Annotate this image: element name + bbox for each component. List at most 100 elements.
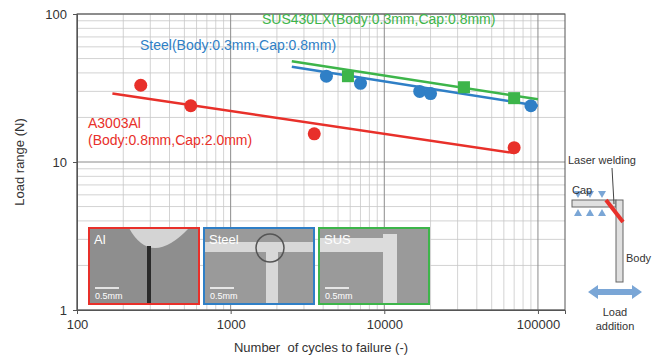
grid-line-minor [77, 168, 565, 169]
leader-line [612, 168, 614, 204]
x-axis-title: Number of cycles to failure (-) [234, 340, 408, 355]
grid-line-minor [77, 58, 565, 59]
grid-line-minor [77, 117, 565, 118]
tick: 100 [67, 310, 89, 332]
tick: 10000 [367, 310, 403, 332]
axis-line [73, 15, 78, 311]
point [413, 85, 426, 98]
tick-mark [231, 310, 232, 314]
inset-shape [147, 246, 151, 304]
diagram-label: Laser welding [568, 154, 636, 166]
grid-line-minor [77, 176, 565, 177]
grid [77, 14, 565, 310]
y-axis: 1 10 100 [45, 7, 77, 318]
point [308, 127, 321, 140]
scale-bar-label: 0.5mm [210, 291, 238, 301]
series-label: Steel(Body:0.3mm,Cap:0.8mm) [140, 37, 336, 53]
tick-mark [73, 14, 77, 15]
tick-label: 100 [45, 7, 67, 22]
scale-bar [95, 287, 119, 289]
tick-mark [538, 310, 539, 314]
grid-line-minor [77, 220, 565, 221]
grid-line-minor [77, 206, 565, 207]
scale-bar [210, 287, 234, 289]
tick-label: 100000 [517, 317, 560, 332]
inset-shape [129, 228, 189, 248]
tick-label: 1 [60, 303, 67, 318]
grid-line-minor [77, 194, 565, 195]
point [508, 141, 521, 154]
support [598, 209, 606, 216]
diagram-label-line: addition [596, 320, 635, 332]
specimen-diagram: Laser welding Cap Body Load addition [568, 154, 652, 332]
grid-line [77, 162, 565, 163]
inset-label: Al [94, 232, 106, 247]
x-axis: 100 1000 10000 100000 [67, 310, 566, 332]
tick: 100 [45, 7, 77, 22]
insets: Al0.5mmSteel0.5mmSUS0.5mm [89, 228, 429, 304]
inset-frame [319, 228, 429, 304]
point [424, 87, 437, 100]
point [458, 81, 470, 93]
inset-label: Steel [209, 232, 239, 247]
point [134, 79, 147, 92]
point [320, 70, 333, 83]
inset-frame [89, 228, 199, 304]
y-axis-title: Load range (N) [12, 118, 27, 205]
grid-line-minor [77, 184, 565, 185]
diagram-label: Cap [572, 184, 592, 196]
point [508, 92, 520, 104]
tick-label: 1000 [217, 317, 246, 332]
point [184, 99, 197, 112]
tick-label: 100 [67, 317, 89, 332]
inset-image [89, 228, 199, 304]
fit-line [292, 67, 538, 106]
load-arrow [588, 285, 642, 299]
series-label-line: SUS430LX(Body:0.3mm,Cap:0.8mm) [262, 11, 495, 27]
diagram-label-line: Laser welding [568, 154, 636, 166]
diagram-label-line: Cap [572, 184, 592, 196]
series-label-line: (Body:0.8mm,Cap:2.0mm) [88, 132, 252, 148]
series [292, 67, 538, 112]
series-label: SUS430LX(Body:0.3mm,Cap:0.8mm) [262, 11, 495, 27]
inset-image [319, 228, 429, 304]
support [574, 209, 582, 216]
plot-area [77, 14, 565, 310]
tick-mark [73, 310, 77, 311]
scale-bar [325, 287, 349, 289]
diagram-label-line: Load [603, 306, 627, 318]
support [598, 191, 606, 198]
series-label: A3003Al(Body:0.8mm,Cap:2.0mm) [88, 115, 252, 148]
grid-line-minor [77, 28, 565, 29]
chart: 100 1000 10000 100000 1 10 100 Number of cycles… [0, 0, 653, 362]
axis-line [78, 311, 566, 315]
tick-label: 10 [53, 155, 67, 170]
inset-shape [256, 234, 284, 262]
inset: SUS0.5mm [319, 228, 429, 304]
weld [606, 200, 623, 222]
inset: Steel 0.5mm [204, 228, 314, 304]
inset-shape [383, 234, 397, 304]
diagram-label: Body [626, 252, 652, 264]
plot-frame [77, 14, 565, 310]
scale-bar-label: 0.5mm [95, 291, 123, 301]
scale-bar-label: 0.5mm [325, 291, 353, 301]
diagram-label: Load addition [596, 306, 635, 332]
series-label-line: A3003Al [88, 115, 141, 131]
tick: 10 [53, 155, 77, 170]
inset-shape [266, 242, 278, 304]
inset-image [204, 228, 314, 304]
diagram-label-line: Body [626, 252, 652, 264]
tick: 1000 [217, 310, 246, 332]
tick-mark [384, 310, 385, 314]
tick: 100000 [517, 310, 560, 332]
point [354, 77, 367, 90]
fit-line [292, 61, 538, 99]
support [586, 209, 594, 216]
tick-mark [73, 162, 77, 163]
inset-frame [204, 228, 314, 304]
series-label-line: Steel(Body:0.3mm,Cap:0.8mm) [140, 37, 336, 53]
point [342, 70, 354, 82]
tick-label: 10000 [367, 317, 403, 332]
series [292, 61, 538, 104]
